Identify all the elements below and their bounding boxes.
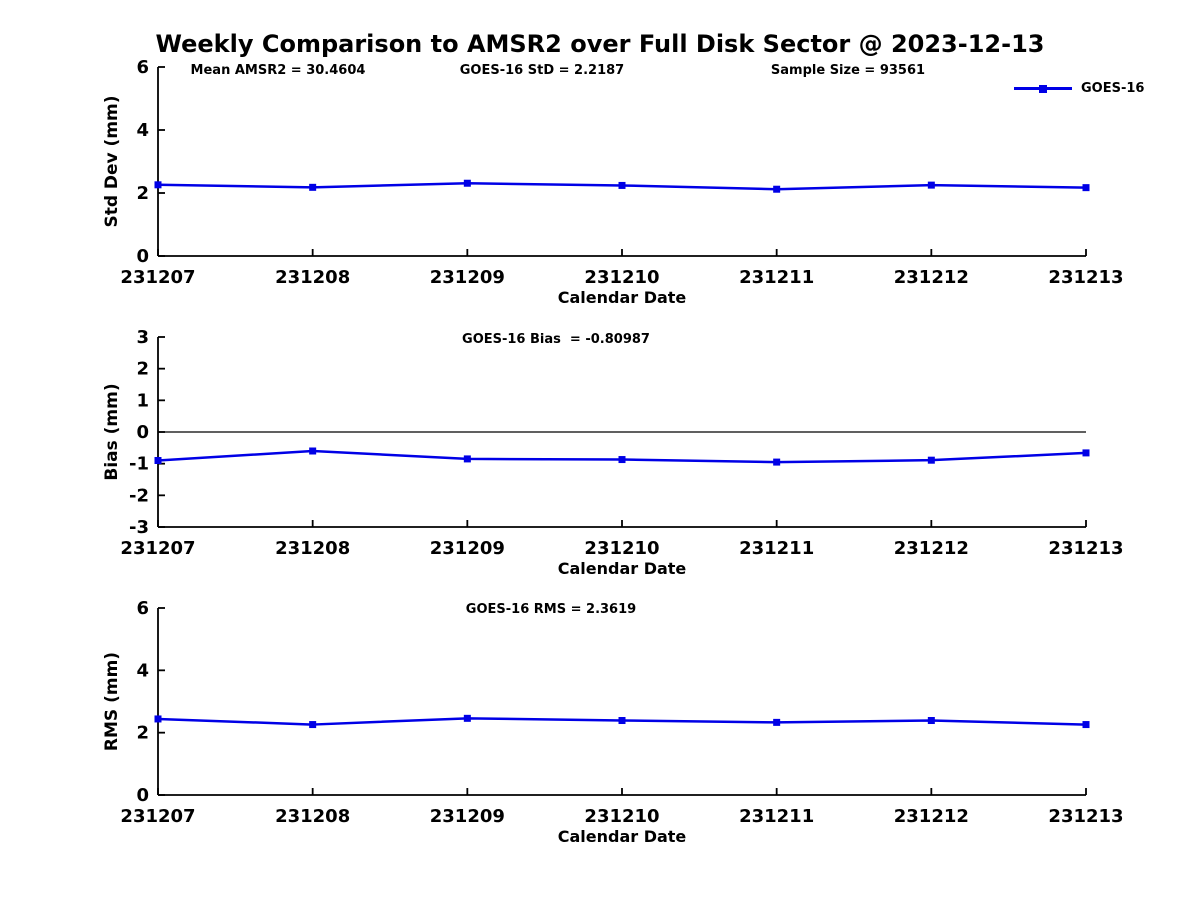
- data-point-marker: [309, 183, 317, 191]
- y-tick-label: 2: [136, 359, 149, 380]
- data-point-marker: [773, 718, 781, 726]
- data-point-marker: [309, 447, 317, 455]
- x-tick-label: 231207: [120, 806, 195, 827]
- legend-square-marker-icon: [1039, 84, 1047, 93]
- data-point-marker: [927, 181, 935, 189]
- y-tick-label: 4: [136, 660, 149, 681]
- x-tick-label: 231207: [120, 538, 195, 559]
- y-tick-label: 2: [136, 183, 149, 204]
- x-tick-label: 231211: [739, 806, 814, 827]
- x-tick-label: 231210: [584, 267, 659, 288]
- annotation: GOES-16 Bias = -0.80987: [462, 332, 650, 347]
- annotation: Mean AMSR2 = 30.4604: [191, 63, 366, 78]
- data-point-marker: [927, 717, 935, 725]
- x-tick-label: 231208: [275, 267, 350, 288]
- data-point-marker: [463, 455, 471, 463]
- y-tick-label: 0: [136, 246, 149, 267]
- y-tick-label: 3: [136, 327, 149, 348]
- x-tick-label: 231210: [584, 806, 659, 827]
- x-tick-label: 231213: [1048, 806, 1123, 827]
- legend: GOES-16: [1014, 81, 1144, 96]
- x-tick-label: 231212: [894, 267, 969, 288]
- data-point-marker: [773, 458, 781, 466]
- annotation: GOES-16 StD = 2.2187: [460, 63, 624, 78]
- data-point-marker: [773, 185, 781, 193]
- y-tick-label: 0: [136, 785, 149, 806]
- x-tick-label: 231209: [430, 538, 505, 559]
- data-point-marker: [1082, 184, 1090, 192]
- chart-stddev: 0 2 4 6 231207 231208 231209 231210 231211 231212…: [102, 57, 1124, 307]
- x-tick-label: 231210: [584, 538, 659, 559]
- chart-rms: 0 2 4 6 231207 231208 231209 231210 231211 231212…: [102, 598, 1124, 846]
- x-tick-label: 231213: [1048, 267, 1123, 288]
- x-tick-label: 231208: [275, 806, 350, 827]
- data-point-marker: [463, 179, 471, 187]
- legend-line-sample: [1014, 84, 1072, 93]
- y-tick-label: -3: [129, 517, 149, 538]
- x-axis-label: Calendar Date: [558, 288, 687, 307]
- x-tick-label: 231211: [739, 538, 814, 559]
- data-point-marker: [1082, 721, 1090, 729]
- data-point-marker: [463, 714, 471, 722]
- y-tick-label: 4: [136, 120, 149, 141]
- x-tick-label: 231211: [739, 267, 814, 288]
- data-point-marker: [618, 717, 626, 725]
- x-tick-label: 231207: [120, 267, 195, 288]
- annotation: GOES-16 RMS = 2.3619: [466, 602, 636, 617]
- x-tick-label: 231209: [430, 806, 505, 827]
- y-tick-label: 6: [136, 598, 149, 619]
- data-point-marker: [309, 721, 317, 729]
- data-point-marker: [154, 457, 162, 464]
- y-axis-label: Bias (mm): [102, 383, 122, 480]
- y-axis-label: RMS (mm): [102, 652, 122, 751]
- data-point-marker: [618, 181, 626, 189]
- y-tick-label: 1: [136, 390, 149, 411]
- chart-bias: -3 -2 -1 0 1 2 3 231207 231208 231209 231210 231211…: [102, 327, 1124, 578]
- y-tick-label: 2: [136, 723, 149, 744]
- annotation: Sample Size = 93561: [771, 63, 925, 78]
- x-tick-label: 231212: [894, 538, 969, 559]
- y-tick-label: 0: [136, 422, 149, 443]
- y-tick-label: 6: [136, 57, 149, 78]
- y-tick-label: -2: [129, 485, 149, 506]
- data-point-marker: [154, 181, 162, 189]
- data-point-marker: [154, 715, 162, 723]
- x-axis-label: Calendar Date: [558, 559, 687, 578]
- x-axis-label: Calendar Date: [558, 827, 687, 846]
- y-tick-label: -1: [129, 454, 149, 475]
- y-axis-label: Std Dev (mm): [102, 95, 122, 227]
- legend-label: GOES-16: [1081, 81, 1145, 96]
- data-point-marker: [618, 456, 626, 464]
- x-tick-label: 231208: [275, 538, 350, 559]
- x-tick-label: 231213: [1048, 538, 1123, 559]
- figure-title: Weekly Comparison to AMSR2 over Full Dis…: [155, 30, 1045, 58]
- x-tick-label: 231209: [430, 267, 505, 288]
- x-tick-label: 231212: [894, 806, 969, 827]
- data-point-marker: [927, 456, 935, 464]
- data-point-marker: [1082, 449, 1090, 457]
